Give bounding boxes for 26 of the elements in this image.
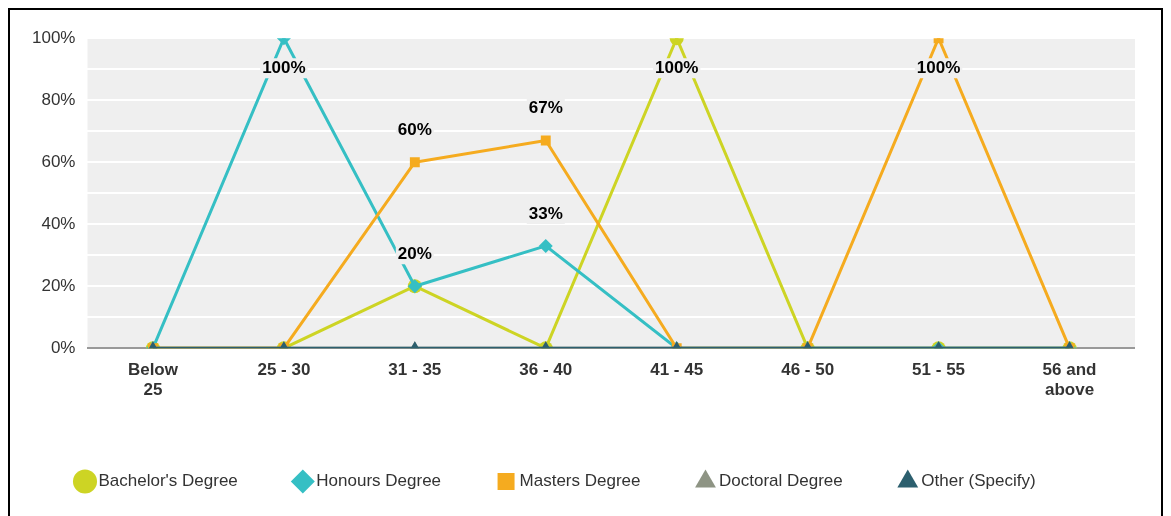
- data-label: 60%: [397, 119, 432, 139]
- x-tick-label: Below 25: [127, 360, 179, 400]
- data-label: 33%: [528, 203, 563, 223]
- y-tick-label: 60%: [41, 151, 76, 171]
- legend-label: Honours Degree: [316, 471, 442, 491]
- data-label: 100%: [916, 57, 961, 77]
- legend-label: Bachelor's Degree: [98, 471, 238, 491]
- x-tick-label: 46 - 50: [781, 360, 835, 380]
- y-tick-label: 80%: [41, 89, 76, 109]
- x-tick-label: 51 - 55: [912, 360, 966, 380]
- legend-label: Masters Degree: [519, 471, 641, 491]
- y-tick-label: 100%: [32, 27, 76, 47]
- x-tick-label: 41 - 45: [650, 360, 704, 380]
- data-label: 100%: [654, 57, 699, 77]
- x-tick-label: 31 - 35: [388, 360, 442, 380]
- y-tick-label: 0%: [50, 337, 76, 357]
- data-label: 20%: [397, 243, 432, 263]
- x-tick-label: 56 and above: [1042, 360, 1097, 400]
- x-tick-label: 36 - 40: [519, 360, 573, 380]
- data-label: 67%: [528, 98, 563, 118]
- legend-label: Doctoral Degree: [718, 471, 843, 491]
- data-label: 100%: [262, 57, 306, 77]
- x-tick-label: 25 - 30: [257, 360, 311, 380]
- y-tick-label: 40%: [41, 213, 76, 233]
- legend-label: Other (Specify): [921, 471, 1036, 491]
- y-tick-label: 20%: [41, 275, 76, 295]
